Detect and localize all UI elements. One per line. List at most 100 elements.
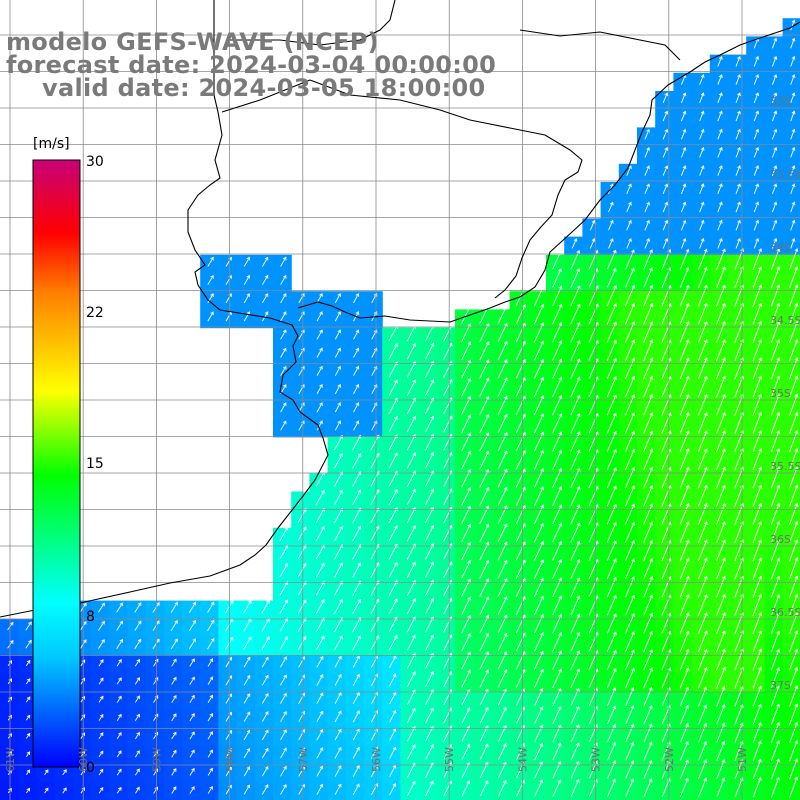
wind-arrow xyxy=(171,676,177,685)
wind-arrow xyxy=(570,376,581,398)
wind-arrow xyxy=(153,749,159,758)
wind-arrow xyxy=(679,575,690,598)
latitude-label: 37S xyxy=(770,679,791,692)
wind-arrow xyxy=(752,630,763,653)
wind-arrow xyxy=(479,505,490,524)
wind-arrow xyxy=(753,128,760,140)
colorbar: [m/s] 30 22 15 8 0 xyxy=(32,136,104,776)
wind-arrow xyxy=(588,376,599,398)
wind-arrow xyxy=(588,339,599,361)
wind-arrow xyxy=(770,776,780,798)
wind-arrow xyxy=(533,376,545,397)
wind-arrow xyxy=(352,489,362,505)
wind-arrow xyxy=(443,342,453,360)
wind-arrow xyxy=(790,37,796,49)
wind-arrow xyxy=(625,778,635,797)
wind-arrow xyxy=(717,92,723,104)
longitude-label: 57W xyxy=(297,747,310,772)
wind-arrow xyxy=(334,311,341,322)
wind-arrow xyxy=(789,284,799,307)
wind-arrow xyxy=(552,595,563,616)
wind-arrow xyxy=(316,655,324,668)
longitude-label: 51W xyxy=(736,747,749,772)
wind-arrow xyxy=(790,165,796,176)
wind-arrow xyxy=(789,484,799,507)
wind-arrow xyxy=(170,601,178,613)
wind-arrow xyxy=(207,731,213,740)
wind-arrow xyxy=(679,759,689,779)
wind-cell xyxy=(473,582,492,602)
wind-arrow xyxy=(789,502,799,525)
wind-arrow xyxy=(771,55,778,67)
wind-arrow xyxy=(189,786,195,794)
wind-arrow xyxy=(624,339,636,361)
wind-arrow xyxy=(316,728,324,741)
wind-arrow xyxy=(589,219,596,231)
wind-cell xyxy=(309,364,329,383)
wind-arrow xyxy=(25,659,31,667)
wind-arrow xyxy=(771,201,778,213)
wind-arrow xyxy=(388,343,398,360)
wind-arrow xyxy=(353,329,360,340)
wind-arrow xyxy=(334,329,341,340)
wind-arrow xyxy=(261,729,269,741)
wind-arrow xyxy=(171,768,177,776)
wind-arrow xyxy=(515,669,526,688)
wind-arrow xyxy=(752,484,763,507)
wind-arrow xyxy=(262,274,269,285)
wind-arrow xyxy=(461,743,471,760)
wind-arrow xyxy=(497,450,508,470)
wind-arrow xyxy=(279,526,289,541)
wind-arrow xyxy=(552,760,562,779)
coastline-path xyxy=(0,0,800,618)
wind-arrow xyxy=(679,430,690,452)
wind-arrow xyxy=(515,358,526,379)
wind-arrow xyxy=(171,713,177,722)
wind-arrow xyxy=(607,723,617,743)
wind-cell xyxy=(364,491,383,511)
wind-cell xyxy=(309,309,329,329)
wind-arrow xyxy=(280,747,287,759)
wind-arrow xyxy=(497,541,508,561)
wind-arrow xyxy=(789,411,799,434)
wind-arrow xyxy=(424,488,435,506)
wind-arrow xyxy=(497,413,508,434)
wind-arrow xyxy=(552,522,563,543)
wind-arrow xyxy=(643,631,654,652)
wind-arrow xyxy=(479,596,490,615)
wind-arrow xyxy=(207,658,214,667)
longitude-label: 58W xyxy=(224,747,237,772)
wind-arrow xyxy=(207,676,214,685)
wind-arrow xyxy=(533,577,544,597)
wind-arrow xyxy=(734,248,744,271)
wind-arrow xyxy=(479,414,490,434)
latitude-label: 34.5S xyxy=(770,314,800,327)
wind-arrow xyxy=(334,383,341,395)
wind-arrow xyxy=(116,677,122,685)
wind-arrow xyxy=(389,782,397,796)
wind-arrow xyxy=(570,268,581,288)
wind-arrow xyxy=(170,638,178,650)
wind-arrow xyxy=(44,787,49,794)
wind-arrow xyxy=(643,723,653,743)
wind-arrow xyxy=(643,705,653,725)
wind-arrow xyxy=(790,183,796,195)
wind-arrow xyxy=(734,320,744,343)
wind-arrow xyxy=(207,637,215,650)
wind-arrow xyxy=(533,504,544,525)
wind-arrow xyxy=(753,55,760,67)
wind-cell xyxy=(145,746,165,765)
wind-arrow xyxy=(262,293,269,304)
wind-arrow xyxy=(116,732,122,740)
wind-arrow xyxy=(533,541,544,561)
wind-arrow xyxy=(697,339,708,362)
wind-arrow xyxy=(735,128,741,140)
wind-arrow xyxy=(716,539,726,562)
wind-arrow xyxy=(533,340,545,361)
valid-date: valid date: 2024-03-05 18:00:00 xyxy=(42,74,486,102)
wind-arrow xyxy=(570,577,581,598)
wind-arrow xyxy=(588,558,599,580)
wind-arrow xyxy=(624,321,636,343)
longitude-label: 56W xyxy=(370,747,383,772)
wind-arrow xyxy=(552,504,563,525)
